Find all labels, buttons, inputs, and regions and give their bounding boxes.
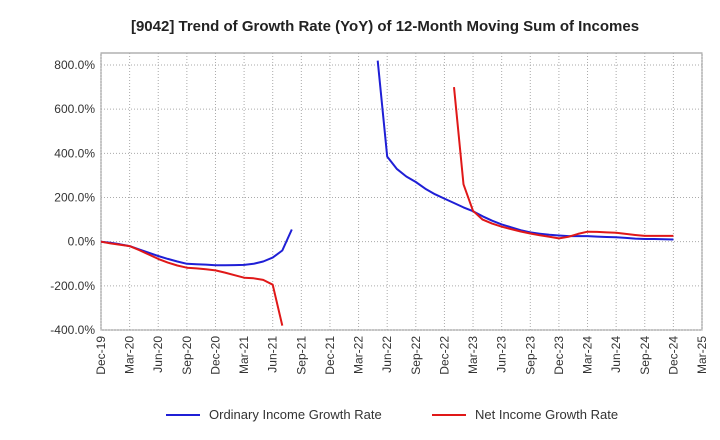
ordinary-income-growth-rate-line-segment-2 [376,60,674,241]
net-income-growth-rate-line-segment-1 [100,240,284,326]
x-tick-label: Dec-24 [666,336,680,375]
x-tick-label: Mar-25 [695,336,709,374]
x-tick-label: Dec-21 [323,336,337,375]
x-tick-label: Jun-20 [151,336,165,373]
x-tick-label: Jun-21 [266,336,280,373]
x-tick-label: Mar-24 [581,336,595,374]
chart-title: [9042] Trend of Growth Rate (YoY) of 12-… [131,18,639,35]
x-tick-label: Mar-20 [123,336,137,374]
y-tick-label: 600.0% [54,102,95,116]
x-tick-label: Dec-22 [437,336,451,375]
x-tick-label: Sep-22 [409,336,423,375]
x-tick-label: Jun-22 [380,336,394,373]
x-axis-ticks: Dec-19 Mar-20 Jun-20 Sep-20 Dec-20 Mar-21 Jun-… [94,336,709,375]
legend: Ordinary Income Growth Rate Net Income Gr… [166,407,618,422]
x-tick-label: Mar-21 [237,336,251,374]
x-tick-label: Dec-19 [94,336,108,375]
y-tick-label: 0.0% [68,235,96,249]
series-lines [100,60,674,326]
x-tick-label: Jun-24 [609,336,623,373]
x-tick-label: Sep-21 [294,336,308,375]
x-tick-label: Dec-20 [208,336,222,375]
y-axis-ticks: 800.0% 600.0% 400.0% 200.0% 0.0% -200.0% -400.… [50,58,95,337]
x-tick-label: Sep-24 [638,336,652,375]
legend-label-ordinary-income-growth-rate: Ordinary Income Growth Rate [209,407,382,422]
y-tick-label: 400.0% [54,146,95,160]
y-tick-label: 200.0% [54,191,95,205]
x-tick-label: Sep-20 [180,336,194,375]
net-income-growth-rate-line-segment-2 [453,87,674,240]
y-tick-label: 800.0% [54,58,95,72]
y-tick-label: -400.0% [50,323,95,337]
x-tick-label: Mar-22 [352,336,366,374]
gridlines [100,53,703,331]
legend-label-net-income-growth-rate: Net Income Growth Rate [475,407,618,422]
x-tick-label: Dec-23 [552,336,566,375]
x-tick-label: Mar-23 [466,336,480,374]
plot-area [100,52,703,331]
x-tick-label: Jun-23 [495,336,509,373]
y-tick-label: -200.0% [50,279,95,293]
x-tick-label: Sep-23 [523,336,537,375]
